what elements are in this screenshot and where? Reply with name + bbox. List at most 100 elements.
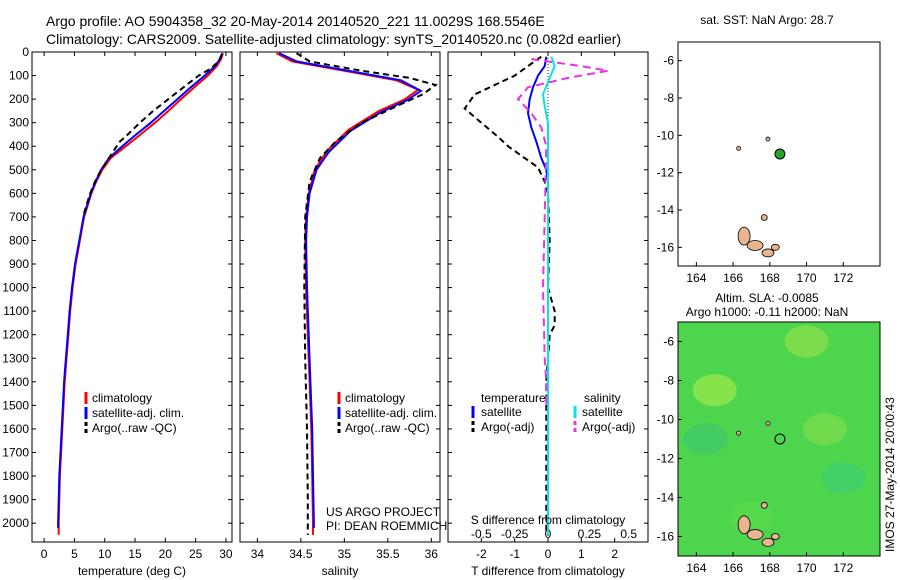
series-line-satellite (57, 52, 224, 528)
sla-map: 164 166 168 170 172 -6 -8 -10 -12 -14 -16 (657, 321, 881, 575)
difference-xlabel-salinity: S difference from climatology (471, 513, 626, 527)
y-tick-label: 1900 (2, 493, 29, 507)
legend-argo: Argo(..raw -QC) (92, 421, 177, 435)
island-shape (737, 226, 751, 246)
y-tick-label: -12 (657, 452, 675, 466)
map-frame (677, 321, 881, 557)
y-tick-label: 1200 (2, 328, 29, 342)
salinity-panel-frame (239, 51, 441, 543)
x-tick-label: 168 (760, 271, 780, 285)
x-tick-label: 36 (425, 547, 439, 561)
x-tick-label: 34.5 (289, 547, 313, 561)
legend-s-satellite: satellite (582, 405, 623, 419)
series-line-t-satellite (526, 56, 549, 535)
legend-argo: Argo(..raw -QC) (345, 421, 430, 435)
y-tick-label: -14 (657, 203, 675, 217)
island-shape (736, 430, 741, 436)
sst-map-title: sat. SST: NaN Argo: 28.7 (700, 13, 834, 27)
y-tick-label: 600 (9, 186, 29, 200)
series-line-satellite (278, 52, 423, 528)
y-tick-label: -16 (657, 530, 675, 544)
y-tick-label: 1100 (3, 304, 29, 318)
salinity-chart: 34 34.5 35 35.5 36 (240, 51, 440, 561)
y-tick-label: -6 (663, 335, 674, 349)
y-tick-label: 500 (9, 163, 29, 177)
y-tick-label: 900 (9, 257, 29, 271)
legend-satellite: satellite-adj. clim. (92, 406, 184, 420)
island-shape (760, 501, 768, 509)
series-line-s-satellite (541, 56, 556, 535)
s-tick-label: -0.25 (501, 527, 529, 541)
y-tick-label: -16 (657, 240, 675, 254)
island-shape (737, 515, 751, 535)
x-tick-label: 30 (219, 547, 233, 561)
series-line-climatology (57, 52, 224, 535)
island-shape (770, 243, 780, 251)
y-tick-label: 1800 (2, 469, 29, 483)
y-tick-label: 700 (9, 210, 29, 224)
x-tick-label: 166 (723, 271, 743, 285)
temperature-legend: climatology satellite-adj. clim. Argo(..… (84, 391, 184, 435)
series-line-climatology (276, 52, 421, 535)
float-position-marker (774, 433, 786, 445)
x-tick-label: 10 (98, 547, 112, 561)
s-tick-label: -0.5 (471, 527, 492, 541)
temperature-xlabel: temperature (deg C) (78, 564, 186, 578)
y-tick-label: 200 (9, 92, 29, 106)
y-tick-label: -14 (657, 491, 675, 505)
x-tick-label: -2 (476, 547, 487, 561)
salinity-legend: climatology satellite-adj. clim. Argo(..… (337, 391, 437, 435)
x-tick-label: 0 (545, 547, 552, 561)
difference-chart: -2 -1 0 1 2-0.5 -0.25 0 0.25 0.5 (448, 51, 648, 561)
s-tick-label: 0.5 (620, 527, 637, 541)
sla-map-title-2: Argo h1000: -0.11 h2000: NaN (686, 305, 849, 319)
difference-xlabel: T difference from climatology (471, 564, 625, 578)
y-tick-label: 1700 (2, 445, 29, 459)
x-tick-label: 164 (686, 271, 706, 285)
y-tick-label: 1000 (2, 281, 29, 295)
x-tick-label: 172 (833, 271, 853, 285)
x-tick-label: -1 (509, 547, 520, 561)
x-tick-label: 0 (41, 547, 48, 561)
header-line-1: Argo profile: AO 5904358_32 20-May-2014 … (46, 13, 545, 29)
side-timestamp-label: IMOS 27-May-2014 20:00:43 (883, 397, 897, 552)
island-shape (746, 529, 764, 540)
y-tick-label: 1300 (2, 351, 29, 365)
x-tick-label: 35 (338, 547, 352, 561)
x-tick-label: 168 (760, 561, 780, 575)
project-line-1: US ARGO PROJECT (326, 505, 441, 519)
x-tick-label: 15 (128, 547, 142, 561)
island-shape (760, 214, 768, 221)
y-tick-label: -8 (663, 374, 674, 388)
island-shape (761, 537, 775, 547)
salinity-xlabel: salinity (322, 564, 359, 578)
y-tick-label: -12 (657, 166, 675, 180)
sla-map-title: Altim. SLA: -0.0085 (715, 291, 819, 305)
y-tick-label: 400 (9, 139, 29, 153)
legend-header-temperature: temperature (481, 391, 546, 405)
series-line-s-argo (516, 58, 609, 406)
island-shape (765, 136, 771, 142)
y-tick-label: -8 (663, 91, 674, 105)
x-tick-label: 2 (611, 547, 618, 561)
sla-patch (683, 423, 728, 455)
x-tick-label: 35.5 (376, 547, 400, 561)
y-tick-label: 800 (9, 233, 29, 247)
x-tick-label: 20 (159, 547, 173, 561)
legend-satellite: satellite-adj. clim. (345, 406, 437, 420)
sla-patch (692, 374, 737, 407)
difference-legend: temperature salinity satellite Argo(-adj… (471, 391, 635, 434)
x-tick-label: 164 (686, 561, 706, 575)
island-shape (770, 533, 780, 540)
y-tick-label: 0 (22, 45, 29, 59)
project-line-2: PI: DEAN ROEMMICH (326, 519, 447, 533)
island-shape (761, 248, 775, 258)
series-line-argo (295, 52, 438, 535)
island-shape (736, 145, 741, 151)
map-frame (677, 41, 881, 267)
island-shape (746, 240, 764, 251)
legend-s-argo: Argo(-adj) (582, 420, 635, 434)
temperature-chart: 0100200300400500600700800900100011001200… (2, 45, 233, 561)
y-tick-label: 1400 (2, 375, 29, 389)
